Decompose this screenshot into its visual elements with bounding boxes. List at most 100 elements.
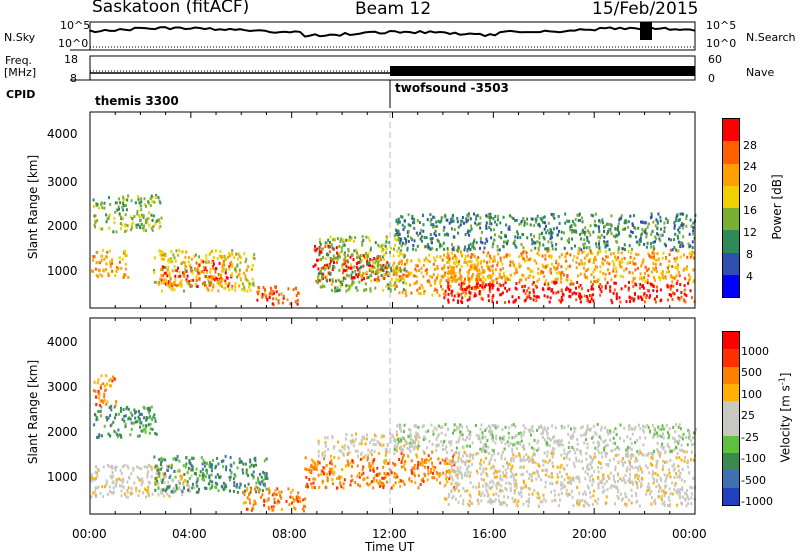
heatmap-cell: [452, 494, 455, 498]
heatmap-cell: [454, 497, 457, 501]
heatmap-cell: [92, 491, 95, 495]
heatmap-cell: [450, 475, 453, 479]
heatmap-cell: [374, 272, 377, 276]
heatmap-cell: [239, 261, 242, 265]
heatmap-cell: [657, 212, 660, 216]
heatmap-cell: [665, 423, 668, 427]
heatmap-cell: [214, 485, 217, 489]
heatmap-cell: [361, 265, 364, 269]
heatmap-cell: [677, 469, 680, 473]
heatmap-cell: [369, 273, 372, 277]
heatmap-cell: [448, 257, 451, 261]
heatmap-cell: [646, 423, 649, 427]
heatmap-cell: [359, 260, 362, 264]
heatmap-cell: [212, 276, 215, 280]
heatmap-cell: [179, 281, 182, 285]
heatmap-cell: [160, 461, 162, 465]
heatmap-cell: [213, 274, 216, 278]
heatmap-cell: [208, 482, 211, 486]
heatmap-cell: [645, 235, 648, 239]
heatmap-cell: [230, 252, 233, 256]
heatmap-cell: [526, 217, 529, 221]
heatmap-cell: [456, 220, 459, 224]
heatmap-cell: [449, 460, 452, 464]
heatmap-cell: [342, 268, 345, 272]
heatmap-cell: [636, 481, 638, 485]
heatmap-cell: [168, 485, 171, 489]
heatmap-cell: [329, 240, 331, 244]
heatmap-cell: [588, 231, 591, 235]
heatmap-cell: [215, 486, 218, 490]
heatmap-cell: [350, 273, 353, 277]
heatmap-cell: [667, 264, 670, 268]
heatmap-cell: [447, 298, 450, 302]
heatmap-cell: [408, 273, 411, 277]
heatmap-cell: [360, 442, 363, 446]
heatmap-cell: [684, 491, 687, 495]
heatmap-cell: [513, 478, 515, 482]
heatmap-cell: [99, 261, 102, 265]
heatmap-cell: [410, 468, 413, 472]
heatmap-cell: [353, 440, 356, 444]
heatmap-cell: [534, 461, 537, 465]
heatmap-cell: [400, 445, 403, 449]
velocity-ytick: 1000: [47, 470, 78, 484]
heatmap-cell: [590, 456, 592, 460]
heatmap-cell: [169, 277, 172, 281]
heatmap-cell: [524, 250, 527, 254]
heatmap-cell: [373, 278, 376, 282]
heatmap-cell: [602, 272, 605, 275]
power-ytick: 4000: [47, 127, 78, 141]
heatmap-cell: [509, 469, 512, 473]
heatmap-cell: [499, 474, 502, 478]
heatmap-cell: [367, 464, 370, 468]
heatmap-cell: [242, 471, 245, 475]
heatmap-cell: [466, 231, 469, 235]
heatmap-cell: [225, 485, 228, 489]
heatmap-cell: [571, 495, 574, 499]
heatmap-cell: [504, 486, 507, 490]
heatmap-cell: [592, 287, 595, 291]
heatmap-cell: [589, 427, 592, 431]
heatmap-cell: [684, 300, 687, 304]
heatmap-cell: [142, 228, 145, 232]
heatmap-cell: [298, 496, 301, 500]
heatmap-cell: [229, 468, 232, 472]
heatmap-cell: [565, 488, 568, 492]
heatmap-cell: [636, 499, 639, 503]
heatmap-cell: [687, 465, 689, 469]
heatmap-cell: [652, 220, 655, 224]
heatmap-cell: [667, 503, 669, 507]
heatmap-cell: [205, 275, 208, 279]
heatmap-cell: [130, 421, 133, 425]
heatmap-cell: [494, 268, 497, 272]
heatmap-cell: [202, 475, 205, 479]
noise-sky-line: [89, 26, 696, 38]
heatmap-cell: [146, 220, 149, 224]
heatmap-cell: [372, 260, 374, 264]
heatmap-cell: [632, 276, 635, 280]
heatmap-cell: [447, 283, 450, 286]
heatmap-cell: [453, 470, 456, 474]
heatmap-cell: [170, 258, 173, 262]
heatmap-cell: [232, 477, 235, 481]
heatmap-cell: [606, 428, 609, 432]
heatmap-cell: [468, 433, 471, 437]
heatmap-cell: [643, 242, 646, 246]
heatmap-cell: [245, 278, 248, 282]
heatmap-cell: [216, 257, 219, 261]
heatmap-cell: [564, 212, 567, 216]
heatmap-cell: [606, 222, 609, 226]
heatmap-cell: [528, 460, 531, 464]
heatmap-cell: [675, 282, 678, 285]
heatmap-cell: [342, 279, 345, 283]
heatmap-cell: [673, 246, 676, 250]
heatmap-cell: [378, 278, 380, 282]
heatmap-cell: [499, 436, 501, 440]
heatmap-cell: [425, 236, 428, 240]
heatmap-cell: [599, 270, 602, 274]
heatmap-cell: [105, 220, 108, 224]
heatmap-cell: [522, 472, 524, 476]
heatmap-cell: [681, 212, 684, 216]
heatmap-cell: [624, 480, 627, 484]
